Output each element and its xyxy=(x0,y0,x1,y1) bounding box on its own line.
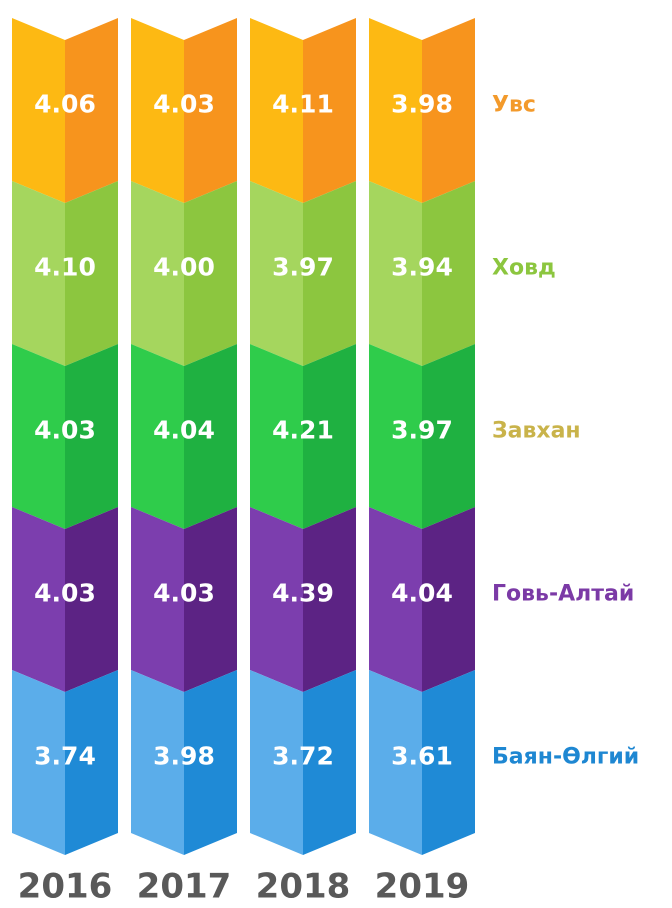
value-label: 4.03 xyxy=(153,579,215,608)
segment-right xyxy=(303,344,356,529)
year-label: 2019 xyxy=(375,867,470,907)
segment-right xyxy=(303,670,356,855)
value-label: 3.72 xyxy=(272,742,334,771)
segment-left xyxy=(131,507,184,692)
year-label: 2018 xyxy=(256,867,351,907)
segment-right xyxy=(184,507,237,692)
segment-right xyxy=(184,344,237,529)
segment-right xyxy=(65,18,118,203)
segment-left xyxy=(12,18,65,203)
segment-left xyxy=(250,670,303,855)
segment-left xyxy=(131,670,184,855)
segment-left xyxy=(369,18,422,203)
value-label: 4.06 xyxy=(34,90,96,119)
segment-right xyxy=(184,18,237,203)
value-label: 3.94 xyxy=(391,253,453,282)
segment-right xyxy=(422,344,475,529)
segment-left xyxy=(12,670,65,855)
value-label: 4.11 xyxy=(272,90,334,119)
value-label: 4.00 xyxy=(153,253,215,282)
segment-right xyxy=(65,181,118,366)
row-label: Увс xyxy=(492,93,536,118)
value-label: 4.39 xyxy=(272,579,334,608)
segment-right xyxy=(184,181,237,366)
segment-left xyxy=(131,181,184,366)
segment-right xyxy=(422,181,475,366)
segment-right xyxy=(303,18,356,203)
value-label: 3.98 xyxy=(391,90,453,119)
segment-left xyxy=(250,344,303,529)
segment-left xyxy=(250,18,303,203)
segment-right xyxy=(422,507,475,692)
value-label: 3.97 xyxy=(391,416,453,445)
segment-right xyxy=(65,344,118,529)
value-label: 4.21 xyxy=(272,416,334,445)
segment-left xyxy=(131,344,184,529)
segment-left xyxy=(369,344,422,529)
segment-right xyxy=(303,507,356,692)
row-label: Баян-Өлгий xyxy=(492,745,639,770)
value-label: 3.61 xyxy=(391,742,453,771)
segment-left xyxy=(250,181,303,366)
segment-left xyxy=(12,181,65,366)
segment-right xyxy=(65,507,118,692)
segment-right xyxy=(422,18,475,203)
value-label: 3.98 xyxy=(153,742,215,771)
value-label: 4.04 xyxy=(153,416,215,445)
segment-right xyxy=(422,670,475,855)
segment-right xyxy=(303,181,356,366)
segment-left xyxy=(131,18,184,203)
value-label: 3.74 xyxy=(34,742,96,771)
row-label: Завхан xyxy=(492,419,581,444)
segment-left xyxy=(12,344,65,529)
row-label: Ховд xyxy=(492,256,556,281)
value-label: 4.03 xyxy=(34,579,96,608)
year-label: 2016 xyxy=(18,867,113,907)
row-label: Говь-Алтай xyxy=(492,582,634,607)
segment-left xyxy=(12,507,65,692)
segment-left xyxy=(369,181,422,366)
value-label: 4.10 xyxy=(34,253,96,282)
segment-right xyxy=(65,670,118,855)
value-label: 3.97 xyxy=(272,253,334,282)
segment-right xyxy=(184,670,237,855)
value-label: 4.03 xyxy=(34,416,96,445)
year-label: 2017 xyxy=(137,867,232,907)
segment-left xyxy=(369,507,422,692)
segment-left xyxy=(250,507,303,692)
segment-left xyxy=(369,670,422,855)
value-label: 4.04 xyxy=(391,579,453,608)
value-label: 4.03 xyxy=(153,90,215,119)
